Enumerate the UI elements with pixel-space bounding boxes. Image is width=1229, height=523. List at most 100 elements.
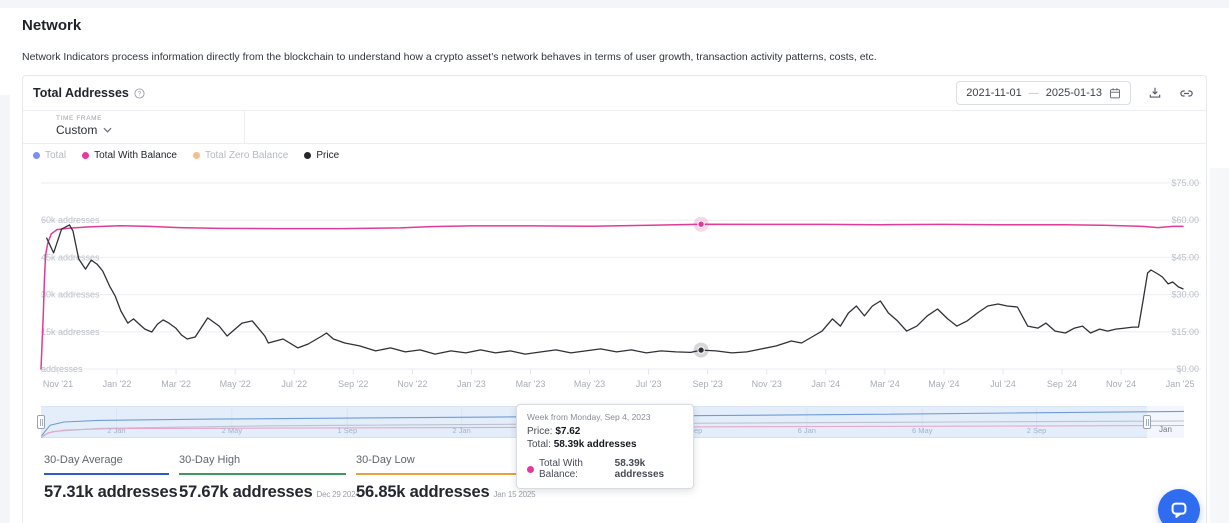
tooltip-series-value: 58.39k addresses	[614, 458, 665, 480]
chart-toolbar: TIME FRAME Custom	[23, 111, 1206, 144]
x-axis-tick-label: Jul '22	[281, 379, 307, 389]
brush-axis-label: 2 Sep	[1027, 426, 1047, 435]
help-icon[interactable]: ?	[134, 87, 145, 99]
chevron-down-icon	[103, 127, 112, 133]
x-axis-tick-label: May '22	[220, 379, 251, 389]
stat-30-day-high: 30-Day High 57.67k addresses Dec 29 2024	[179, 454, 360, 502]
x-axis-tick-label: Jan '24	[811, 379, 840, 389]
marker-dot	[697, 220, 705, 228]
right-axis-tick-label: $15.00	[1171, 327, 1199, 337]
date-separator: —	[1028, 87, 1039, 99]
left-axis-tick-label: 15k addresses	[41, 327, 100, 337]
brush-series-total-with-balance	[41, 424, 1184, 438]
x-axis-tick-label: Nov '23	[752, 379, 782, 389]
card-header: Total Addresses ? 2021-11-01 — 2025-01-1…	[23, 76, 1206, 111]
tooltip-title: Week from Monday, Sep 4, 2023	[527, 412, 651, 422]
summary-stats: 30-Day Average 57.31k addresses 30-Day H…	[44, 454, 536, 502]
main-chart[interactable]: Nov '21 Jan '22 Mar '22 May '22 Jul '22 Sep '…	[23, 161, 1208, 489]
brush-handle-left[interactable]	[37, 415, 45, 429]
x-axis-tick-label: Jan '25	[1166, 379, 1195, 389]
left-axis-tick-label: 45k addresses	[41, 252, 100, 262]
right-axis-tick-label: $0.00	[1176, 364, 1199, 374]
chart-legend: Total Total With Balance Total Zero Bala…	[33, 144, 339, 166]
card-title: Total Addresses	[33, 86, 129, 100]
brush-axis-label: 2 May	[222, 426, 243, 435]
legend-dot-total	[33, 151, 40, 159]
x-axis-tick-label: May '24	[928, 379, 959, 389]
legend-dot-total-zero-balance	[192, 151, 200, 159]
x-axis-tick-label: Jan '23	[457, 379, 486, 389]
brush-axis-label: 1 Sep	[338, 426, 358, 435]
brush-axis-label: 6 May	[912, 426, 933, 435]
stat-label: 30-Day Low	[356, 454, 521, 475]
right-axis-tick-label: $45.00	[1171, 252, 1199, 262]
brush-series-total	[41, 410, 1184, 437]
share-link-icon[interactable]	[1179, 86, 1194, 101]
stat-label: 30-Day High	[179, 454, 346, 475]
legend-item-total[interactable]: Total	[33, 150, 66, 161]
download-icon[interactable]	[1148, 86, 1162, 100]
date-start: 2021-11-01	[966, 87, 1022, 99]
left-axis-tick-label: addresses	[41, 364, 83, 374]
legend-item-total-with-balance[interactable]: Total With Balance	[82, 150, 177, 161]
svg-text:?: ?	[138, 90, 142, 97]
x-axis-tick-label: Sep '24	[1047, 379, 1077, 389]
page-top-margin	[0, 0, 1229, 8]
legend-dot-total-with-balance	[82, 151, 90, 159]
stat-value: 56.85k addresses	[356, 483, 490, 501]
series-price	[46, 224, 1184, 355]
marker-dot	[697, 346, 705, 354]
total-addresses-card: Total Addresses ? 2021-11-01 — 2025-01-1…	[22, 75, 1207, 523]
time-frame-label: TIME FRAME	[56, 115, 103, 122]
x-axis-tick-label: Jul '23	[636, 379, 662, 389]
tooltip-series-label: Total With Balance:	[539, 458, 583, 480]
right-axis-tick-label: $60.00	[1171, 215, 1199, 225]
stat-30-day-average: 30-Day Average 57.31k addresses	[44, 454, 178, 502]
chart-tooltip: Week from Monday, Sep 4, 2023 Price: $7.…	[516, 404, 694, 489]
chat-bubble-icon	[1171, 502, 1187, 519]
card-actions: 2021-11-01 — 2025-01-13	[956, 81, 1194, 105]
left-axis-tick-label: 30k addresses	[41, 290, 100, 300]
brush-axis-label: 2 Jan	[107, 426, 125, 435]
date-range-picker[interactable]: 2021-11-01 — 2025-01-13	[956, 81, 1131, 105]
series-total-with-balance	[40, 223, 1184, 370]
legend-item-price[interactable]: Price	[304, 150, 339, 161]
legend-item-total-zero-balance[interactable]: Total Zero Balance	[192, 150, 288, 161]
right-axis-tick-label: $30.00	[1171, 290, 1199, 300]
page-description: Network Indicators process information d…	[22, 51, 877, 63]
page-left-margin	[0, 95, 10, 523]
legend-dot-price	[304, 151, 312, 159]
time-frame-value: Custom	[56, 123, 98, 137]
x-axis-tick-label: Sep '23	[693, 379, 723, 389]
x-axis-tick-label: Mar '22	[161, 379, 191, 389]
stat-value: 57.31k addresses	[44, 483, 178, 501]
tooltip-series-dot	[527, 465, 534, 473]
x-axis-tick-label: Sep '22	[338, 379, 368, 389]
x-axis-tick-label: May '23	[574, 379, 605, 389]
stat-value: 57.67k addresses	[179, 483, 313, 501]
tooltip-price-value: $7.62	[555, 426, 581, 437]
tooltip-price-label: Price:	[527, 426, 553, 437]
x-axis-tick-label: Jan '22	[103, 379, 132, 389]
calendar-icon	[1109, 87, 1121, 99]
brush-end-label: Jan	[1159, 425, 1172, 434]
page-right-margin	[1210, 168, 1229, 523]
left-axis-tick-label: 60k addresses	[41, 215, 100, 225]
x-axis-tick-label: Nov '22	[397, 379, 427, 389]
brush-handle-right[interactable]	[1143, 415, 1151, 429]
x-axis-tick-label: Mar '24	[870, 379, 900, 389]
stat-30-day-low: 30-Day Low 56.85k addresses Jan 15 2025	[356, 454, 536, 502]
stat-date: Dec 29 2024	[316, 490, 360, 499]
x-axis-tick-label: Mar '23	[516, 379, 546, 389]
time-frame-dropdown[interactable]: TIME FRAME Custom	[23, 111, 245, 144]
brush-axis-label: 2 Jan	[452, 426, 470, 435]
stat-label: 30-Day Average	[44, 454, 169, 475]
stat-date: Jan 15 2025	[493, 490, 536, 499]
tooltip-total-value: 58.39k addresses	[553, 439, 637, 450]
x-axis-tick-label: Jul '24	[990, 379, 1016, 389]
main-chart-canvas: Nov '21 Jan '22 Mar '22 May '22 Jul '22 Sep '…	[40, 178, 1201, 389]
x-axis-tick-label: Nov '21	[43, 379, 73, 389]
chat-widget-button[interactable]	[1158, 489, 1200, 523]
